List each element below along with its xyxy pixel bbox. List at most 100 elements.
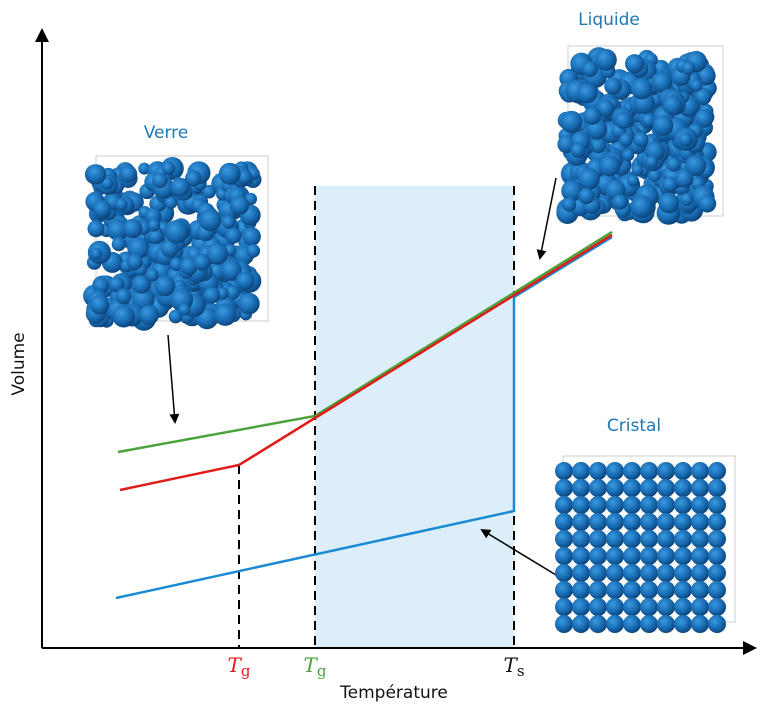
particle: [653, 115, 674, 136]
particle: [238, 293, 260, 315]
particle: [93, 200, 111, 218]
particle: [86, 164, 106, 184]
particle: [595, 49, 617, 71]
particle: [708, 496, 726, 514]
crystal-label: Cristal: [607, 416, 661, 436]
particle: [230, 196, 249, 215]
particle: [708, 598, 726, 616]
particle: [657, 496, 675, 514]
particle: [640, 530, 658, 548]
particle: [623, 513, 641, 531]
particle: [708, 615, 726, 633]
particle: [582, 61, 598, 77]
particle: [606, 564, 624, 582]
particle: [193, 254, 210, 271]
particle: [572, 564, 590, 582]
particle: [577, 83, 597, 103]
particle: [622, 149, 634, 161]
particle: [204, 287, 221, 304]
particle: [148, 219, 160, 231]
particle: [146, 269, 159, 282]
particle: [599, 155, 620, 176]
particle: [589, 547, 607, 565]
particle: [708, 479, 726, 497]
particle: [572, 513, 590, 531]
particle: [674, 479, 692, 497]
particle: [247, 244, 261, 258]
particle: [561, 111, 583, 133]
particle: [606, 496, 624, 514]
particle: [623, 462, 641, 480]
particle: [242, 227, 261, 246]
particle: [214, 303, 237, 326]
particle: [657, 547, 675, 565]
particle: [572, 615, 590, 633]
particle: [623, 564, 641, 582]
particle: [112, 305, 135, 328]
particle: [619, 133, 633, 147]
particle: [178, 304, 190, 316]
particle: [606, 581, 624, 599]
particle: [606, 513, 624, 531]
particle: [640, 496, 658, 514]
particle: [90, 295, 109, 314]
particle: [222, 215, 235, 228]
particle: [555, 547, 573, 565]
particle: [583, 107, 601, 125]
particle: [640, 513, 658, 531]
particle: [691, 547, 709, 565]
particle: [555, 462, 573, 480]
particle: [674, 530, 692, 548]
particle: [623, 530, 641, 548]
particle: [572, 479, 590, 497]
particle: [675, 169, 693, 187]
particle: [219, 163, 241, 185]
diagram: Verre Liquide Cristal Tg Tg Ts Températu…: [0, 0, 765, 709]
particle: [555, 615, 573, 633]
particle: [606, 479, 624, 497]
particle: [630, 195, 653, 218]
particle: [115, 198, 128, 211]
particle: [708, 513, 726, 531]
particle: [674, 547, 692, 565]
particle: [555, 598, 573, 616]
particle: [589, 496, 607, 514]
particle: [698, 195, 716, 213]
particle: [589, 581, 607, 599]
particle: [623, 615, 641, 633]
particle: [691, 462, 709, 480]
particle: [623, 581, 641, 599]
particle: [589, 598, 607, 616]
particle: [606, 598, 624, 616]
particle: [691, 564, 709, 582]
particle: [631, 78, 653, 100]
particle: [589, 479, 607, 497]
tick-tg-fast: Tg: [304, 653, 327, 680]
particle: [691, 496, 709, 514]
particle: [606, 615, 624, 633]
particle: [615, 112, 632, 129]
particle: [90, 248, 102, 260]
particle: [112, 237, 126, 251]
particle-box: [83, 156, 268, 331]
particle: [708, 564, 726, 582]
particle: [589, 513, 607, 531]
x-axis-label: Température: [339, 683, 448, 703]
particle: [606, 547, 624, 565]
particle: [640, 564, 658, 582]
particle: [623, 496, 641, 514]
particle: [225, 228, 241, 244]
particle: [691, 513, 709, 531]
particle: [555, 530, 573, 548]
particle: [659, 193, 680, 214]
particle: [691, 530, 709, 548]
particle: [674, 564, 692, 582]
particle: [606, 462, 624, 480]
particle: [116, 288, 132, 304]
particle: [666, 157, 681, 172]
particle: [589, 530, 607, 548]
particle: [640, 547, 658, 565]
particle: [127, 254, 143, 270]
particle: [572, 462, 590, 480]
particle: [572, 581, 590, 599]
